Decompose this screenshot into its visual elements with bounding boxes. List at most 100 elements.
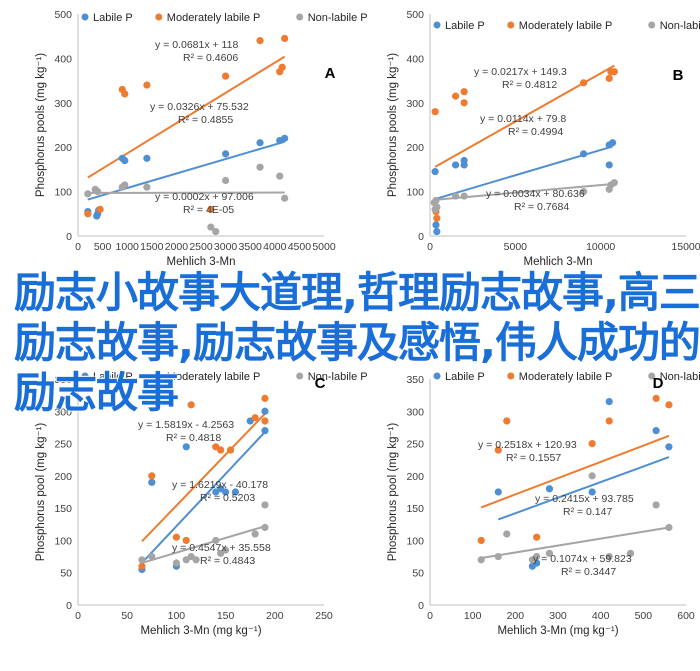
panel-letter: A [325, 65, 336, 82]
data-point [431, 108, 439, 116]
trend-line [141, 431, 266, 564]
data-point [605, 161, 613, 169]
legend-marker [296, 372, 304, 380]
data-point [96, 205, 104, 213]
data-point [494, 446, 502, 454]
data-point [588, 488, 596, 496]
data-point [222, 546, 230, 554]
trendline-r2: R² = 0.5203 [200, 492, 255, 504]
data-point [143, 81, 151, 89]
x-tick-label: 600 [677, 610, 695, 622]
data-point [610, 179, 618, 187]
data-point [433, 203, 441, 211]
data-point [256, 163, 264, 171]
legend-label: Moderately labile P [167, 12, 261, 24]
x-tick-label: 200 [507, 610, 525, 622]
x-tick-label: 5000 [312, 241, 336, 253]
data-point [143, 154, 151, 162]
data-point [460, 192, 468, 200]
legend-label: Moderately labile P [519, 20, 613, 32]
data-point [503, 417, 511, 425]
x-tick-label: 200 [266, 610, 284, 622]
legend-label: Non-labile P [308, 371, 368, 383]
x-tick-label: 0 [75, 610, 81, 622]
y-tick-label: 350 [54, 374, 72, 386]
data-point [460, 99, 468, 107]
data-point [251, 530, 259, 538]
data-point [433, 227, 441, 236]
data-point [276, 172, 284, 180]
y-tick-label: 0 [66, 600, 72, 612]
trendline-r2: R² = 0.147 [563, 506, 612, 518]
data-point [431, 168, 439, 176]
data-point [148, 472, 156, 480]
y-tick-label: 200 [406, 142, 424, 154]
legend-label: Labile P [445, 20, 485, 32]
trend-line [141, 412, 266, 543]
x-tick-label: 250 [315, 610, 333, 622]
trend-line [497, 456, 670, 521]
y-tick-label: 200 [54, 142, 72, 154]
trendline-r2: R² = 0.4606 [183, 52, 238, 64]
data-point [121, 156, 129, 165]
data-point [460, 156, 468, 165]
y-axis-title: Phosphorus pools (mg kg⁻¹) [387, 53, 399, 197]
data-point [207, 205, 215, 213]
data-point [172, 533, 180, 541]
data-point [494, 488, 502, 496]
data-point [222, 72, 230, 80]
data-point [652, 427, 660, 435]
data-point [261, 523, 269, 532]
trend-line [141, 525, 266, 564]
chart-panel-b: 0 5000 10000 15000 0 100 200 300 400 500 Mehlich 3… [387, 9, 700, 268]
legend-marker [507, 21, 515, 29]
data-point [652, 394, 660, 402]
trendline-r2: R² = 0.4818 [166, 432, 221, 444]
data-point [545, 485, 554, 493]
data-point [148, 478, 156, 486]
y-tick-label: 0 [66, 231, 72, 243]
chart-panel-a: 0 500 1000 1500 2000 2500 3000 3500 4000 4500 5000… [35, 9, 368, 268]
data-point [182, 536, 190, 545]
data-point [477, 556, 485, 564]
x-tick-label: 0 [427, 610, 433, 622]
data-point [452, 161, 460, 169]
y-tick-label: 0 [418, 600, 424, 612]
y-tick-label: 50 [412, 568, 424, 580]
y-tick-label: 350 [406, 374, 424, 386]
legend-label: Moderately labile P [519, 371, 613, 383]
trendline-r2: R² = 0.1557 [506, 452, 561, 464]
data-point [533, 533, 541, 541]
data-point [652, 501, 660, 509]
legend-marker [507, 372, 515, 380]
x-tick-label: 0 [75, 241, 81, 253]
trendline-r2: R² = 4E-05 [183, 204, 234, 216]
trendline-r2: R² = 0.3447 [561, 566, 616, 578]
data-point [138, 556, 146, 564]
legend-marker [81, 372, 89, 380]
data-point [533, 552, 541, 561]
data-point [172, 559, 180, 567]
x-tick-label: 2000 [165, 241, 189, 253]
trendline-r2: R² = 0.4994 [508, 126, 563, 138]
y-tick-label: 300 [406, 98, 424, 110]
y-tick-label: 100 [406, 187, 424, 199]
data-point [143, 183, 151, 191]
data-point [207, 223, 215, 231]
x-tick-label: 15000 [671, 241, 700, 253]
x-tick-label: 1500 [140, 241, 164, 253]
data-point [261, 417, 269, 425]
data-point [605, 398, 613, 406]
data-point [281, 194, 289, 202]
data-point [212, 227, 220, 236]
trendline-equation: y = 0.1074x + 59.823 [533, 553, 632, 565]
data-point [261, 394, 269, 402]
legend-label: Labile P [93, 371, 133, 383]
data-point [665, 523, 673, 532]
y-tick-label: 0 [418, 231, 424, 243]
data-point [494, 552, 502, 561]
y-tick-label: 200 [406, 471, 424, 483]
legend-marker [648, 372, 656, 380]
x-tick-label: 300 [549, 610, 567, 622]
